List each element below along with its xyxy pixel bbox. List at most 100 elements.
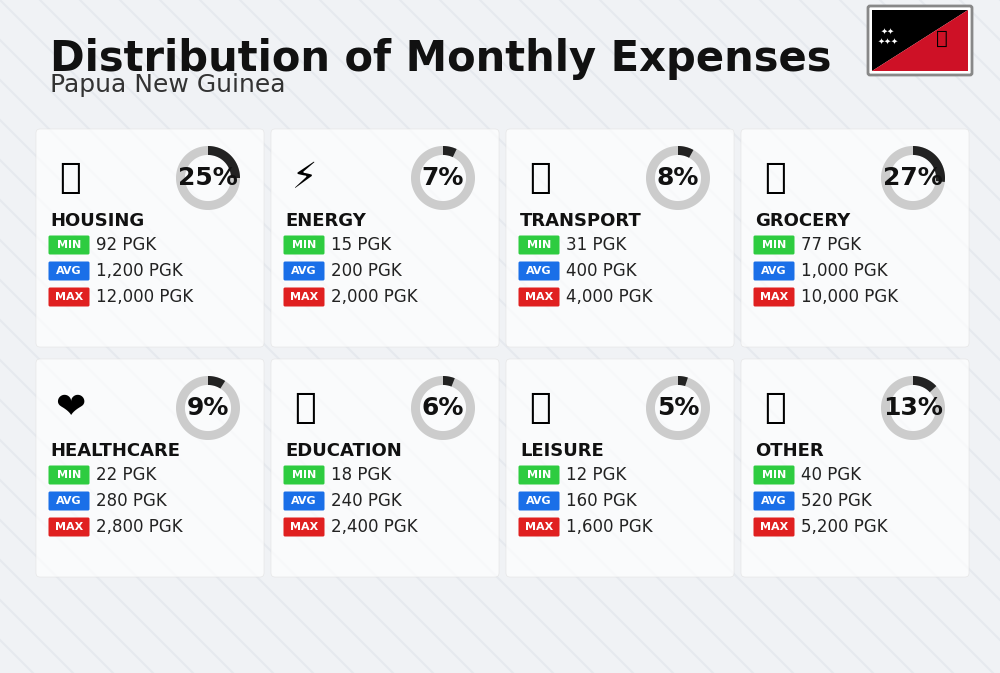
FancyBboxPatch shape	[284, 236, 324, 254]
FancyBboxPatch shape	[284, 287, 324, 306]
Polygon shape	[176, 146, 240, 210]
Text: 9%: 9%	[187, 396, 229, 420]
Text: 2,000 PGK: 2,000 PGK	[331, 288, 418, 306]
FancyBboxPatch shape	[518, 236, 560, 254]
Polygon shape	[913, 376, 936, 392]
Text: 🛍: 🛍	[529, 391, 551, 425]
FancyBboxPatch shape	[48, 262, 90, 281]
Text: 💼: 💼	[764, 391, 786, 425]
Text: MIN: MIN	[292, 240, 316, 250]
Text: 13%: 13%	[883, 396, 943, 420]
Text: 40 PGK: 40 PGK	[801, 466, 861, 484]
Text: 22 PGK: 22 PGK	[96, 466, 156, 484]
Text: HOUSING: HOUSING	[50, 212, 144, 230]
FancyBboxPatch shape	[754, 262, 794, 281]
Text: AVG: AVG	[56, 266, 82, 276]
FancyBboxPatch shape	[741, 359, 969, 577]
Polygon shape	[678, 146, 693, 157]
Polygon shape	[411, 376, 475, 440]
Text: MIN: MIN	[762, 240, 786, 250]
Polygon shape	[646, 376, 710, 440]
FancyBboxPatch shape	[754, 518, 794, 536]
Text: 160 PGK: 160 PGK	[566, 492, 637, 510]
Polygon shape	[443, 146, 457, 157]
Text: MAX: MAX	[525, 522, 553, 532]
FancyBboxPatch shape	[48, 236, 90, 254]
Polygon shape	[208, 376, 225, 388]
Text: LEISURE: LEISURE	[520, 442, 604, 460]
Text: 6%: 6%	[422, 396, 464, 420]
Text: MIN: MIN	[527, 470, 551, 480]
Text: MAX: MAX	[290, 522, 318, 532]
Polygon shape	[176, 376, 240, 440]
Text: 🎓: 🎓	[294, 391, 316, 425]
Text: 25%: 25%	[178, 166, 238, 190]
Text: MAX: MAX	[55, 292, 83, 302]
FancyBboxPatch shape	[284, 262, 324, 281]
Polygon shape	[872, 10, 968, 71]
Text: MIN: MIN	[57, 470, 81, 480]
Text: 5%: 5%	[657, 396, 699, 420]
Text: 31 PGK: 31 PGK	[566, 236, 626, 254]
Text: OTHER: OTHER	[755, 442, 824, 460]
Text: 12,000 PGK: 12,000 PGK	[96, 288, 193, 306]
Text: ✦✦
✦✦✦: ✦✦ ✦✦✦	[878, 26, 898, 46]
FancyBboxPatch shape	[754, 287, 794, 306]
Text: 2,400 PGK: 2,400 PGK	[331, 518, 418, 536]
FancyBboxPatch shape	[48, 518, 90, 536]
Text: 1,200 PGK: 1,200 PGK	[96, 262, 183, 280]
Text: 7%: 7%	[422, 166, 464, 190]
Text: AVG: AVG	[526, 266, 552, 276]
Text: ❤: ❤	[55, 391, 85, 425]
Text: 2,800 PGK: 2,800 PGK	[96, 518, 183, 536]
FancyBboxPatch shape	[518, 262, 560, 281]
Text: 18 PGK: 18 PGK	[331, 466, 391, 484]
Text: 🦅: 🦅	[936, 28, 948, 48]
Text: MAX: MAX	[290, 292, 318, 302]
Text: 5,200 PGK: 5,200 PGK	[801, 518, 888, 536]
FancyBboxPatch shape	[284, 491, 324, 511]
Polygon shape	[678, 376, 688, 386]
Text: 1,600 PGK: 1,600 PGK	[566, 518, 653, 536]
Text: 280 PGK: 280 PGK	[96, 492, 167, 510]
Text: 🛒: 🛒	[764, 161, 786, 195]
FancyBboxPatch shape	[48, 491, 90, 511]
Text: 200 PGK: 200 PGK	[331, 262, 402, 280]
Text: 400 PGK: 400 PGK	[566, 262, 637, 280]
Polygon shape	[881, 376, 945, 440]
FancyBboxPatch shape	[284, 518, 324, 536]
Text: 15 PGK: 15 PGK	[331, 236, 391, 254]
FancyBboxPatch shape	[754, 466, 794, 485]
Text: 12 PGK: 12 PGK	[566, 466, 626, 484]
FancyBboxPatch shape	[518, 466, 560, 485]
Text: EDUCATION: EDUCATION	[285, 442, 402, 460]
FancyBboxPatch shape	[48, 466, 90, 485]
Text: MIN: MIN	[527, 240, 551, 250]
FancyBboxPatch shape	[518, 287, 560, 306]
Text: 🏢: 🏢	[59, 161, 81, 195]
Text: MIN: MIN	[292, 470, 316, 480]
FancyBboxPatch shape	[271, 129, 499, 347]
Text: 77 PGK: 77 PGK	[801, 236, 861, 254]
Text: MIN: MIN	[762, 470, 786, 480]
Text: MAX: MAX	[55, 522, 83, 532]
Text: GROCERY: GROCERY	[755, 212, 850, 230]
FancyBboxPatch shape	[36, 359, 264, 577]
Text: HEALTHCARE: HEALTHCARE	[50, 442, 180, 460]
Text: 92 PGK: 92 PGK	[96, 236, 156, 254]
FancyBboxPatch shape	[754, 236, 794, 254]
FancyBboxPatch shape	[48, 287, 90, 306]
Text: 27%: 27%	[883, 166, 943, 190]
Text: MAX: MAX	[525, 292, 553, 302]
Text: 4,000 PGK: 4,000 PGK	[566, 288, 652, 306]
FancyBboxPatch shape	[754, 491, 794, 511]
Text: MAX: MAX	[760, 522, 788, 532]
FancyBboxPatch shape	[868, 6, 972, 75]
Text: AVG: AVG	[56, 496, 82, 506]
Text: AVG: AVG	[291, 266, 317, 276]
FancyBboxPatch shape	[284, 466, 324, 485]
FancyBboxPatch shape	[36, 129, 264, 347]
Text: 8%: 8%	[657, 166, 699, 190]
Text: AVG: AVG	[291, 496, 317, 506]
Text: 520 PGK: 520 PGK	[801, 492, 872, 510]
